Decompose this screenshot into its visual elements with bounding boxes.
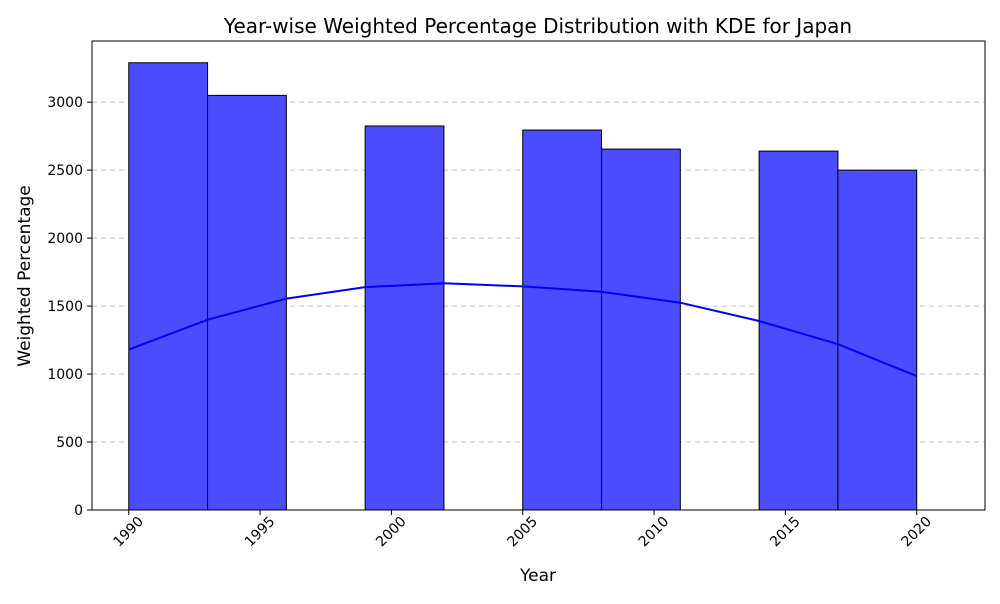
kde-curve-group — [128, 282, 918, 378]
plot-area-frame — [91, 40, 986, 511]
histogram-bar — [522, 129, 603, 511]
y-tick-label: 1500 — [47, 299, 83, 315]
x-tick-label: 2020 — [898, 514, 935, 551]
y-axis-ticks: 0 500 1000 1500 2000 2500 3000 — [47, 95, 92, 519]
y-tick-label: 0 — [74, 503, 83, 519]
histogram-bar — [837, 169, 918, 511]
histogram-bar — [601, 148, 681, 511]
x-tick-label: 1995 — [242, 514, 279, 551]
y-tick-label: 2000 — [47, 231, 83, 247]
x-tick-label: 1990 — [111, 514, 148, 551]
x-tick-label: 2015 — [767, 514, 804, 551]
histogram-bar — [758, 150, 839, 511]
y-tick-label: 1000 — [47, 367, 83, 383]
kde-line — [128, 282, 918, 378]
y-axis-label: Weighted Percentage — [15, 185, 35, 367]
histogram-bar — [364, 125, 445, 511]
histogram-bar — [128, 62, 209, 511]
x-tick-label: 2005 — [504, 514, 541, 551]
histogram-bars — [128, 62, 918, 511]
x-tick-label: 2000 — [373, 514, 410, 551]
x-axis-label: Year — [519, 566, 556, 586]
y-tick-label: 500 — [56, 435, 83, 451]
x-tick-label: 2010 — [636, 514, 673, 551]
x-axis-ticks: 1990 1995 2000 2005 2010 2015 2020 — [111, 510, 935, 550]
y-tick-label: 3000 — [47, 95, 83, 111]
chart-title: Year-wise Weighted Percentage Distributi… — [223, 14, 852, 38]
y-tick-label: 2500 — [47, 163, 83, 179]
